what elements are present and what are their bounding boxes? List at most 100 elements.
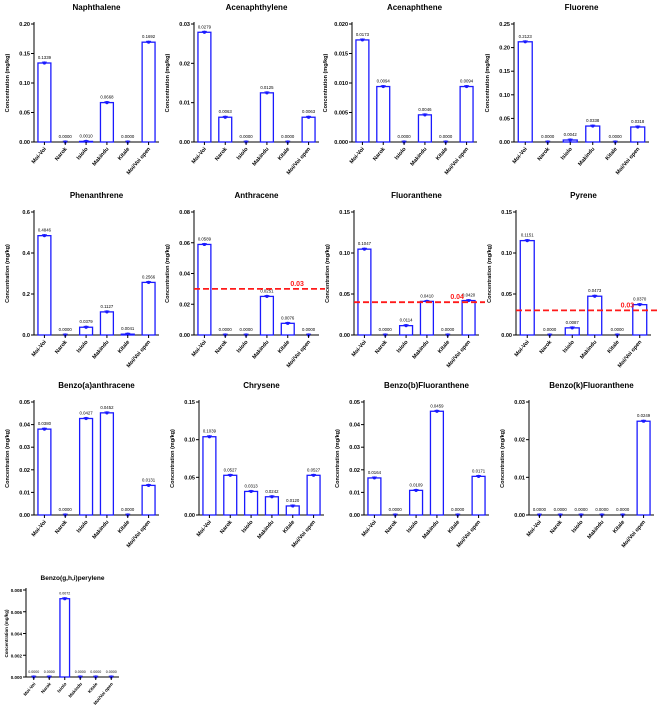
- reference-line-label: 0.04: [450, 294, 464, 301]
- bar-narok: [218, 116, 233, 143]
- bar-kitale: [280, 322, 295, 336]
- data-point: [286, 321, 290, 325]
- y-tick-label: 0.010: [334, 81, 348, 87]
- x-category-label: Moi-Voi: [351, 339, 368, 358]
- data-point: [641, 419, 646, 423]
- data-label: 0.0279: [198, 24, 212, 29]
- x-category-label: Moi-Voi: [22, 681, 36, 696]
- data-label: 0.1047: [358, 241, 372, 246]
- chart-title: Fluoranthene: [391, 191, 442, 200]
- chart-svg-acenaphthene: Acenaphthene Concentration (mg/kg) 0.000 0.…: [323, 3, 477, 176]
- x-category-label: Narok: [537, 146, 552, 163]
- x-category-label: Moi-Voi: [31, 339, 48, 358]
- data-label: 0.0459: [430, 403, 444, 408]
- data-label: 0.0171: [472, 468, 486, 473]
- data-label: 0.0000: [106, 670, 117, 674]
- x-category-label: Makindu: [579, 339, 598, 360]
- x-category-label: Makindu: [410, 146, 429, 167]
- y-tick-label: 0.006: [11, 610, 23, 615]
- chart-title: Benzo(g,h,i)perylene: [41, 575, 105, 582]
- data-point: [383, 333, 387, 337]
- data-label: 0.0000: [451, 507, 465, 512]
- data-label: 0.0000: [240, 327, 254, 332]
- bar-moi-voi-open: [632, 304, 648, 336]
- x-category-label: Narok: [40, 681, 52, 694]
- data-label: 0.2566: [142, 274, 156, 279]
- x-category-label: Makindu: [587, 519, 606, 540]
- data-point: [207, 435, 212, 439]
- data-label: 0.0452: [100, 405, 114, 410]
- chart-panel-chrysene: Chrysene Concentration (mg/kg) 0.00 0.05 0.1…: [165, 378, 330, 553]
- data-label: 0.0109: [410, 482, 424, 487]
- data-point: [548, 333, 552, 337]
- data-point: [636, 125, 640, 129]
- y-tick-label: 0.6: [22, 210, 30, 216]
- bar-moi-voi-open: [306, 474, 321, 516]
- data-label: 0.0380: [38, 421, 52, 426]
- y-tick-label: 0.15: [184, 400, 195, 406]
- bar-moi-voi-open: [630, 126, 646, 143]
- data-label: 0.0173: [356, 32, 370, 37]
- data-point: [249, 489, 253, 494]
- x-category-label: Isiolo: [571, 519, 585, 534]
- data-label: 0.0000: [554, 507, 568, 512]
- chart-svg-naphthalene: Naphthalene Concentration (mg/kg) 0.00 0.05…: [5, 3, 159, 176]
- data-point: [146, 280, 151, 284]
- chart-svg-benzo-b-fluoranthene: Benzo(b)Fluoranthene Concentration (mg/kg…: [335, 381, 489, 549]
- data-label: 0.0000: [121, 507, 135, 512]
- y-tick-label: 0.03: [349, 445, 360, 451]
- y-tick-label: 0.020: [334, 22, 348, 28]
- data-point: [63, 333, 67, 337]
- chart-title: Anthracene: [234, 191, 279, 200]
- x-category-label: Narok: [372, 146, 387, 163]
- data-label: 0.0041: [121, 326, 135, 331]
- bar-moi-voi-open: [459, 85, 474, 143]
- data-point: [42, 234, 47, 238]
- bar-makindu: [264, 496, 280, 516]
- data-point: [591, 124, 595, 128]
- x-category-label: Kitale: [277, 146, 291, 161]
- data-label: 0.0120: [286, 498, 300, 503]
- data-label: 0.0427: [80, 410, 94, 415]
- bar-makindu: [259, 295, 275, 336]
- bar-makindu: [417, 114, 433, 143]
- data-point: [525, 239, 529, 243]
- data-point: [568, 138, 572, 142]
- data-label: 0.0410: [420, 293, 434, 298]
- x-category-label: Moi-Voi: [196, 519, 213, 538]
- data-label: 0.0000: [616, 507, 630, 512]
- data-point: [202, 30, 207, 34]
- data-label: 0.0338: [586, 118, 600, 123]
- chart-panel-anthracene: Anthracene Concentration (mg/kg) 0.00 0.02 0…: [160, 188, 325, 373]
- chart-svg-benzo-k-fluoranthene: Benzo(k)Fluoranthene Concentration (mg/kg…: [500, 381, 654, 549]
- y-axis-label: Concentration (mg/kg): [165, 54, 171, 113]
- bar-makindu: [419, 300, 435, 336]
- y-tick-label: 0.05: [19, 111, 30, 117]
- data-point: [435, 409, 439, 413]
- data-point: [105, 310, 109, 314]
- data-point: [306, 115, 311, 119]
- y-axis-label: Concentration (mg/kg): [485, 54, 491, 113]
- data-label: 0.0042: [564, 132, 578, 137]
- data-label: 0.0313: [245, 483, 259, 488]
- data-label: 0.0000: [441, 327, 455, 332]
- data-label: 0.0000: [389, 507, 403, 512]
- bar-moi-voi: [37, 235, 52, 336]
- x-category-label: Narok: [219, 519, 234, 536]
- bar-moi-voi: [355, 39, 370, 143]
- y-tick-label: 0.04: [349, 423, 361, 429]
- bar-moi-voi-open: [141, 41, 156, 143]
- data-label: 0.0000: [302, 327, 316, 332]
- data-point: [265, 294, 269, 299]
- data-label: 0.0000: [28, 670, 39, 674]
- x-category-label: Isiolo: [56, 681, 68, 693]
- y-axis-label: Concentration (mg/kg): [487, 244, 493, 303]
- bar-moi-voi: [367, 477, 382, 516]
- y-tick-label: 0.02: [19, 468, 30, 474]
- x-category-label: Narok: [384, 519, 399, 536]
- chart-title: Naphthalene: [72, 3, 121, 12]
- data-label: 0.0000: [90, 670, 101, 674]
- x-category-label: Makindu: [92, 519, 111, 540]
- y-tick-label: 0.00: [184, 513, 195, 519]
- data-point: [523, 40, 527, 44]
